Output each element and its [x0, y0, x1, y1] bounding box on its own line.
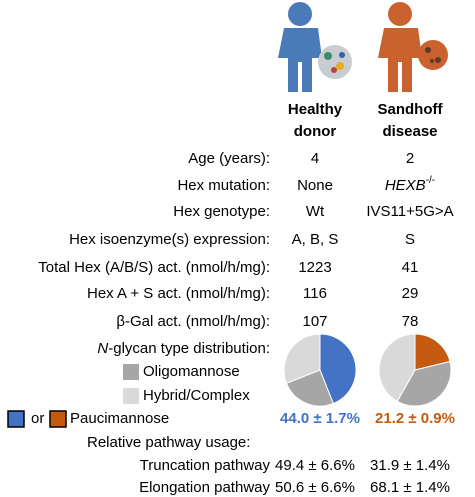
pathway-value: 68.1 ± 1.4% [370, 479, 450, 496]
row-value: HEXB-/- [385, 175, 435, 194]
row-value: Wt [306, 203, 325, 220]
row-value: 116 [303, 285, 327, 302]
row-value: None [297, 177, 333, 194]
gene-name: HEXB [385, 177, 426, 194]
row-value: 29 [402, 285, 419, 302]
row-value: 107 [302, 313, 327, 330]
pie-slice [378, 333, 416, 403]
legend-label: Paucimannose [70, 410, 169, 427]
legend-label: Hybrid/Complex [143, 387, 250, 404]
column-header: Healthy [288, 101, 343, 118]
row-value: 1223 [298, 259, 331, 276]
row-value: A, B, S [292, 231, 339, 248]
pathway-label: Elongation pathway [139, 479, 270, 496]
pie-slice [319, 333, 357, 405]
pie-slice [414, 333, 451, 371]
column-header: disease [382, 123, 437, 140]
row-value: 41 [402, 259, 419, 276]
glycan-title: N-glycan type distribution: [97, 340, 270, 357]
legend-label: Oligomannose [143, 363, 240, 380]
gene-superscript: -/- [426, 175, 435, 186]
row-label: Total Hex (A/B/S) act. (nmol/h/mg): [38, 259, 270, 276]
row-label: Hex genotype: [173, 203, 270, 220]
pathway-value: 50.6 ± 6.6% [275, 479, 355, 496]
legend-or: or [31, 410, 44, 427]
pie-value-label: 44.0 ± 1.7% [280, 410, 360, 427]
row-value: S [405, 231, 415, 248]
legend-swatch [123, 388, 139, 404]
pathway-title: Relative pathway usage: [87, 434, 250, 451]
glycan-title-text: -glycan type distribution: [108, 340, 270, 357]
pathway-value: 31.9 ± 1.4% [370, 457, 450, 474]
row-label: Age (years): [188, 150, 270, 167]
glycan-title-italic: N [97, 340, 108, 357]
row-label: β-Gal act. (nmol/h/mg): [116, 313, 270, 330]
column-header: donor [294, 123, 337, 140]
sandhoff-child-icon [378, 2, 448, 92]
healthy-child-icon [278, 2, 352, 92]
pie-slice [396, 360, 452, 407]
row-value: IVS11+5G>A [366, 203, 453, 220]
pie-value-label: 21.2 ± 0.9% [375, 410, 455, 427]
pathway-label: Truncation pathway [140, 457, 271, 474]
row-value: 2 [406, 150, 414, 167]
column-header: Sandhoff [378, 101, 444, 118]
row-value: 78 [402, 313, 419, 330]
legend-swatch [123, 364, 139, 380]
legend-swatch [7, 410, 25, 428]
row-label: Hex mutation: [177, 177, 270, 194]
pathway-value: 49.4 ± 6.6% [275, 457, 355, 474]
pie-slice [283, 333, 321, 384]
row-label: Hex isoenzyme(s) expression: [69, 231, 270, 248]
row-value: 4 [311, 150, 319, 167]
legend-swatch [49, 410, 67, 428]
row-label: Hex A + S act. (nmol/h/mg): [87, 285, 270, 302]
